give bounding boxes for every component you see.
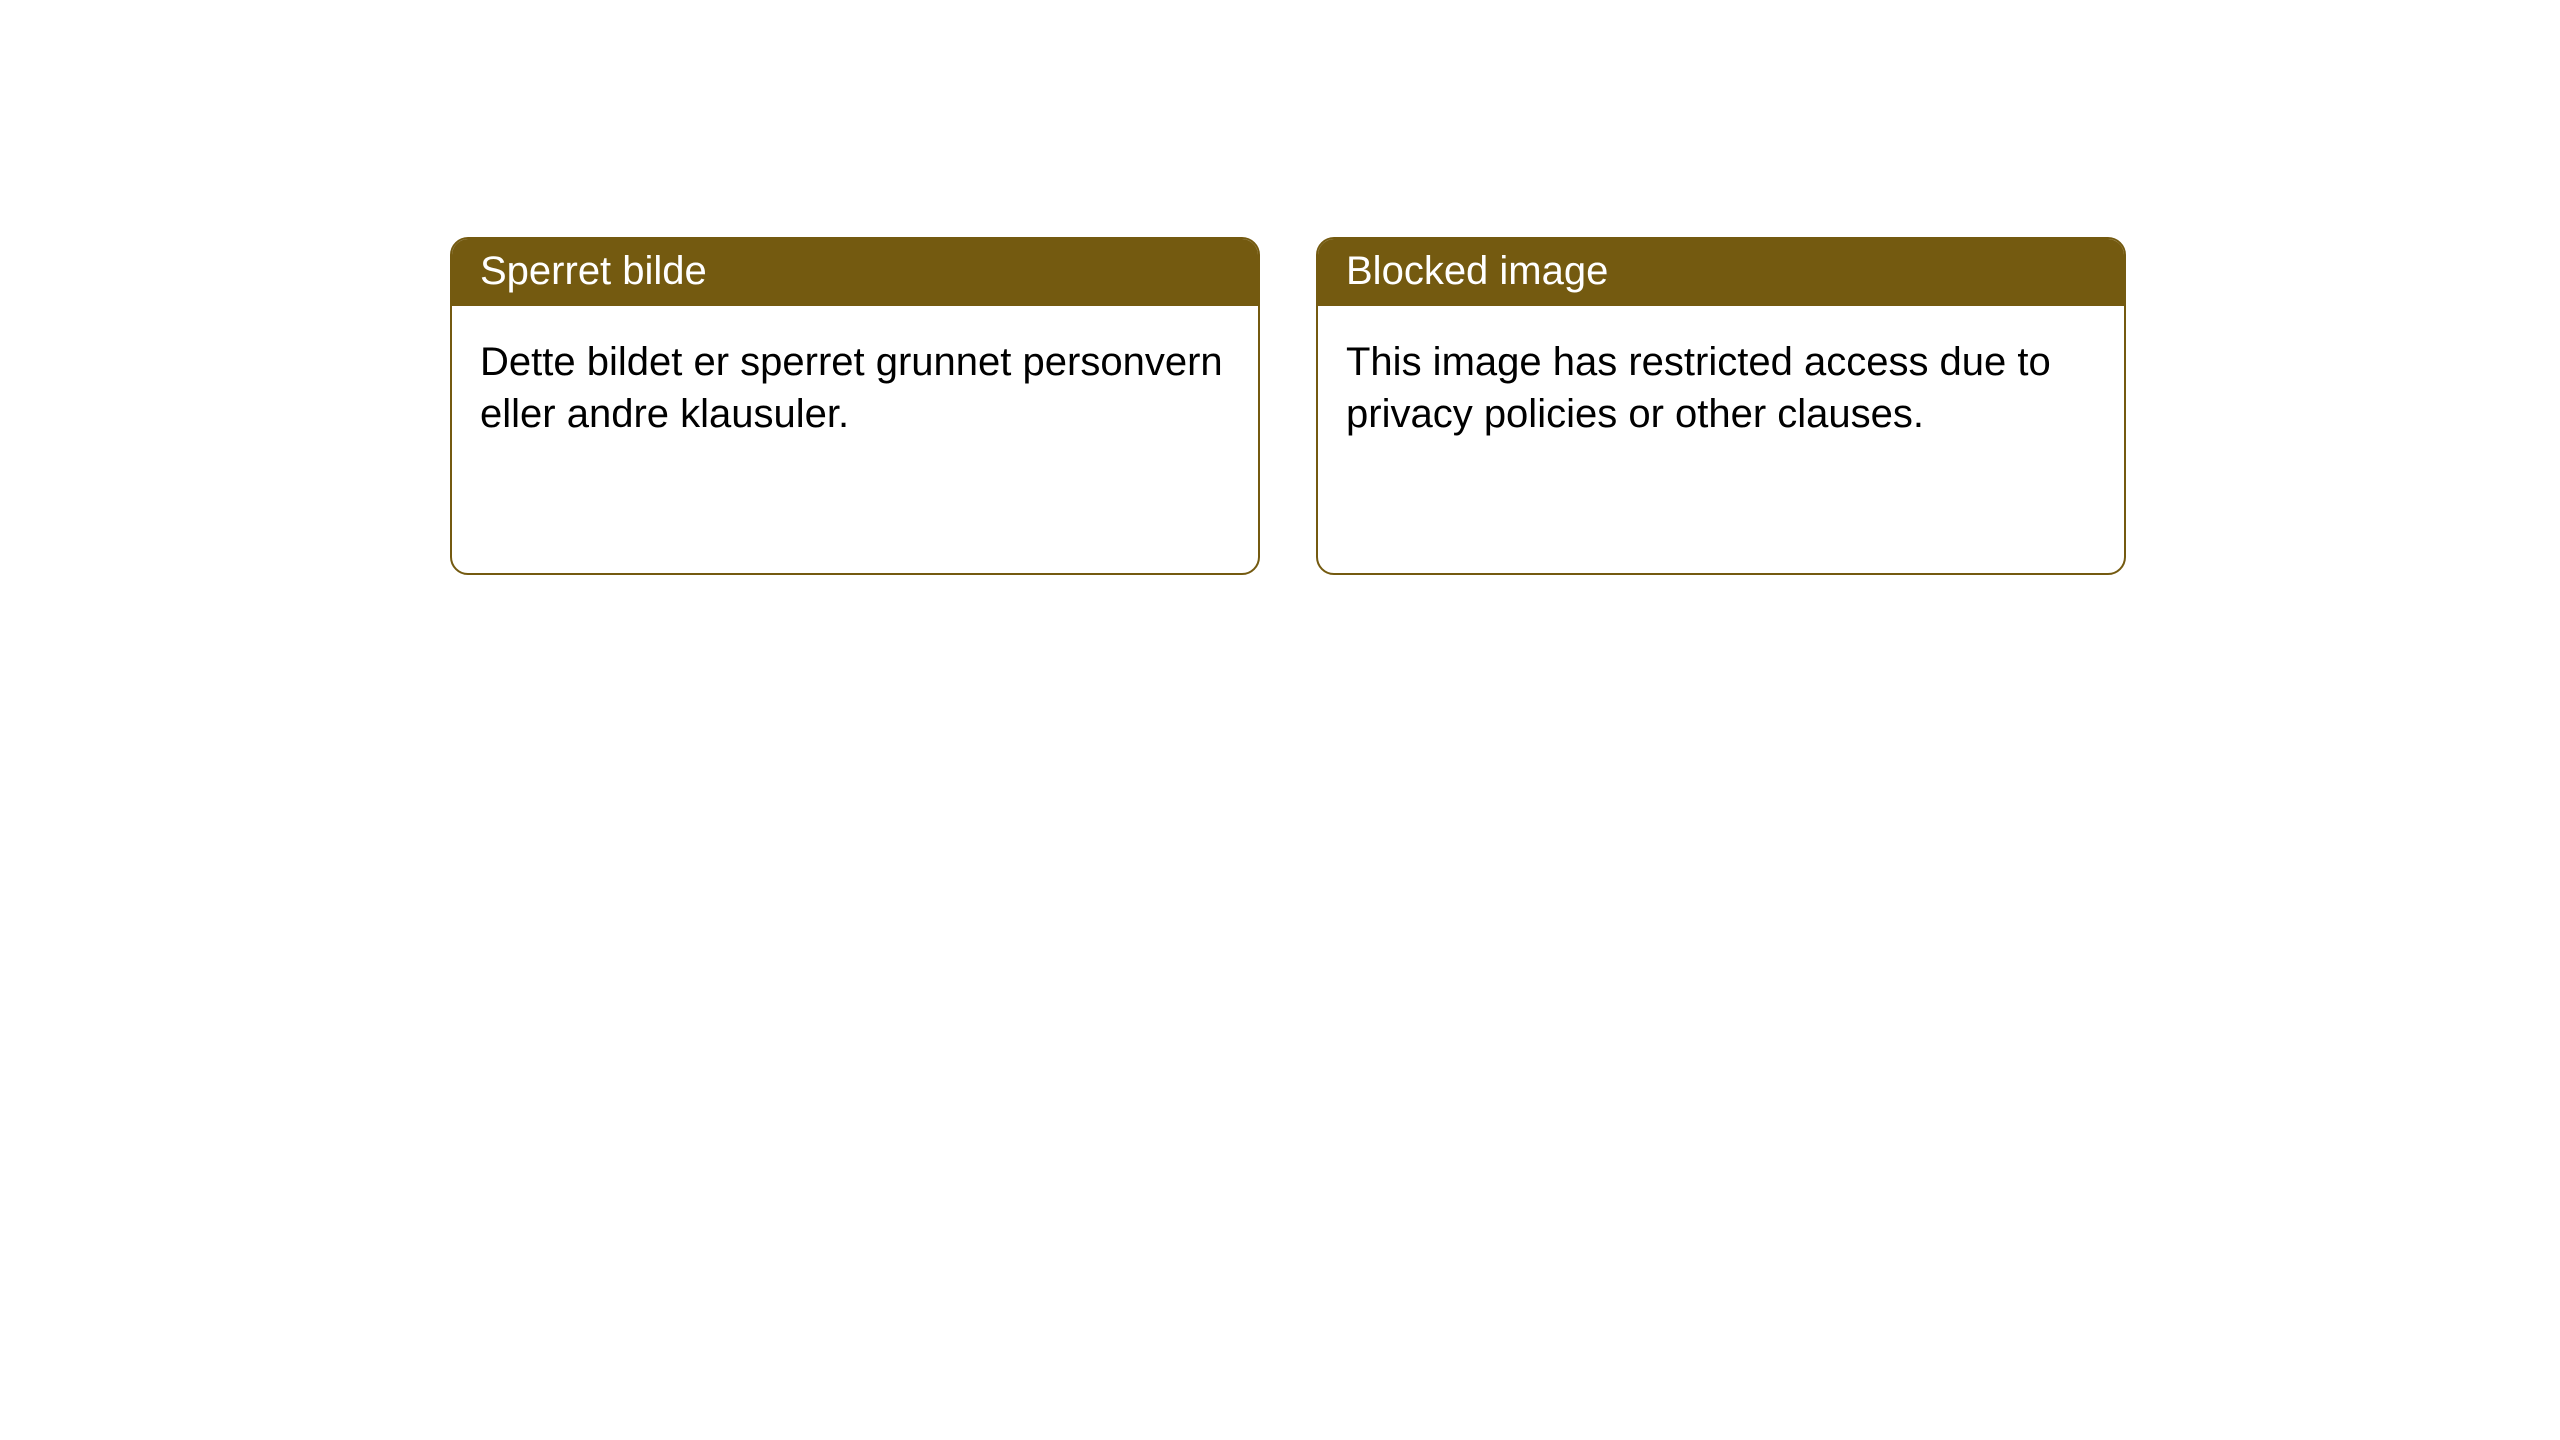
notice-cards-container: Sperret bilde Dette bildet er sperret gr… (450, 237, 2126, 575)
card-title: Blocked image (1346, 249, 1608, 293)
notice-card-norwegian: Sperret bilde Dette bildet er sperret gr… (450, 237, 1260, 575)
card-body: This image has restricted access due to … (1318, 306, 2124, 470)
card-title: Sperret bilde (480, 249, 707, 293)
card-body: Dette bildet er sperret grunnet personve… (452, 306, 1258, 470)
notice-card-english: Blocked image This image has restricted … (1316, 237, 2126, 575)
card-body-text: This image has restricted access due to … (1346, 340, 2051, 436)
card-header: Sperret bilde (452, 239, 1258, 306)
card-body-text: Dette bildet er sperret grunnet personve… (480, 340, 1223, 436)
card-header: Blocked image (1318, 239, 2124, 306)
